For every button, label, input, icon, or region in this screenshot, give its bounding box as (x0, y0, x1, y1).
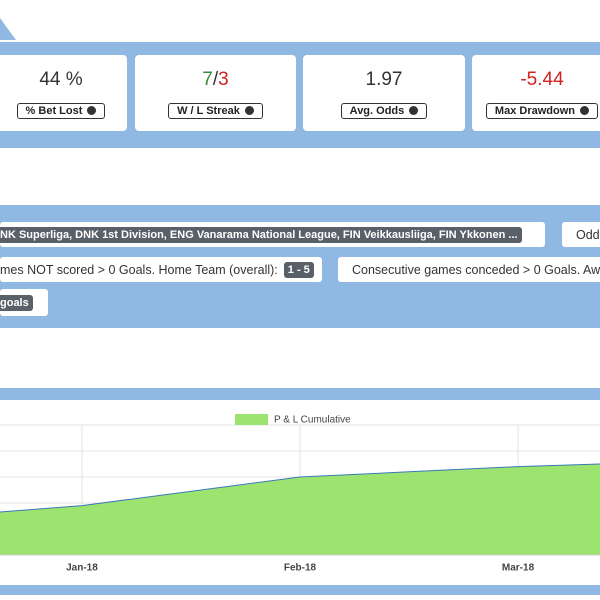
filter[interactable]: Consecutive games conceded > 0 Goals. Aw (338, 257, 600, 282)
area (0, 464, 600, 555)
filter[interactable]: NK Superliga, DNK 1st Division, ENG Vana… (0, 222, 545, 247)
corner (0, 18, 16, 40)
x-tick-label: Feb-18 (284, 563, 317, 574)
stat-card: 44 % % Bet Lost (0, 55, 127, 131)
stat-label[interactable]: Max Drawdown (485, 103, 599, 119)
stat-value: 1.97 (365, 69, 403, 90)
filter-badge: 1 - 5 (283, 261, 314, 278)
x-tick-label: Jan-18 (66, 563, 98, 574)
filters-band: NK Superliga, DNK 1st Division, ENG Vana… (0, 205, 600, 328)
filter[interactable]: Odd (562, 222, 600, 247)
label-text: W / L Streak (177, 105, 240, 117)
line (0, 463, 600, 513)
label-text: Max Drawdown (494, 105, 575, 117)
filter-text: mes NOT scored > 0 Goals. Home Team (ove… (0, 262, 278, 277)
stat-card: 7/3 W / L Streak (135, 55, 296, 131)
stat-label[interactable]: Avg. Odds (340, 103, 428, 119)
wins: 7 (202, 69, 213, 90)
filter-badge: goals (0, 294, 33, 311)
stats-band: 44 % % Bet Lost 7/3 W / L Streak 1.97 Avg. … (0, 42, 600, 148)
label-text: Avg. Odds (349, 105, 405, 117)
sep: / (212, 69, 219, 90)
stat-value: 7/3 (135, 69, 296, 93)
stat-label[interactable]: W / L Streak (168, 103, 263, 119)
stat-label[interactable]: % Bet Lost (16, 103, 106, 119)
stat-card: 1.97 Avg. Odds (303, 55, 465, 131)
stat-value: 44 % (39, 69, 83, 90)
x-tick-label: Mar-18 (502, 563, 535, 574)
chart: Jan-18 Feb-18 Mar-18 P & L Cumulative (0, 400, 600, 585)
legend-label: P & L Cumulative (274, 415, 351, 426)
stat-value: -5.44 (520, 69, 564, 90)
filter-text: Consecutive games conceded > 0 Goals. Aw (352, 262, 600, 277)
filter-badge: NK Superliga, DNK 1st Division, ENG Vana… (0, 226, 522, 243)
filter[interactable]: mes NOT scored > 0 Goals. Home Team (ove… (0, 257, 322, 282)
stat-card: -5.44 Max Drawdown (472, 55, 600, 131)
filter-text: Odd (576, 227, 600, 242)
filter[interactable]: goals (0, 289, 48, 316)
label-text: % Bet Lost (25, 105, 83, 117)
legend-swatch (235, 414, 268, 425)
losses: 3 (218, 69, 229, 90)
